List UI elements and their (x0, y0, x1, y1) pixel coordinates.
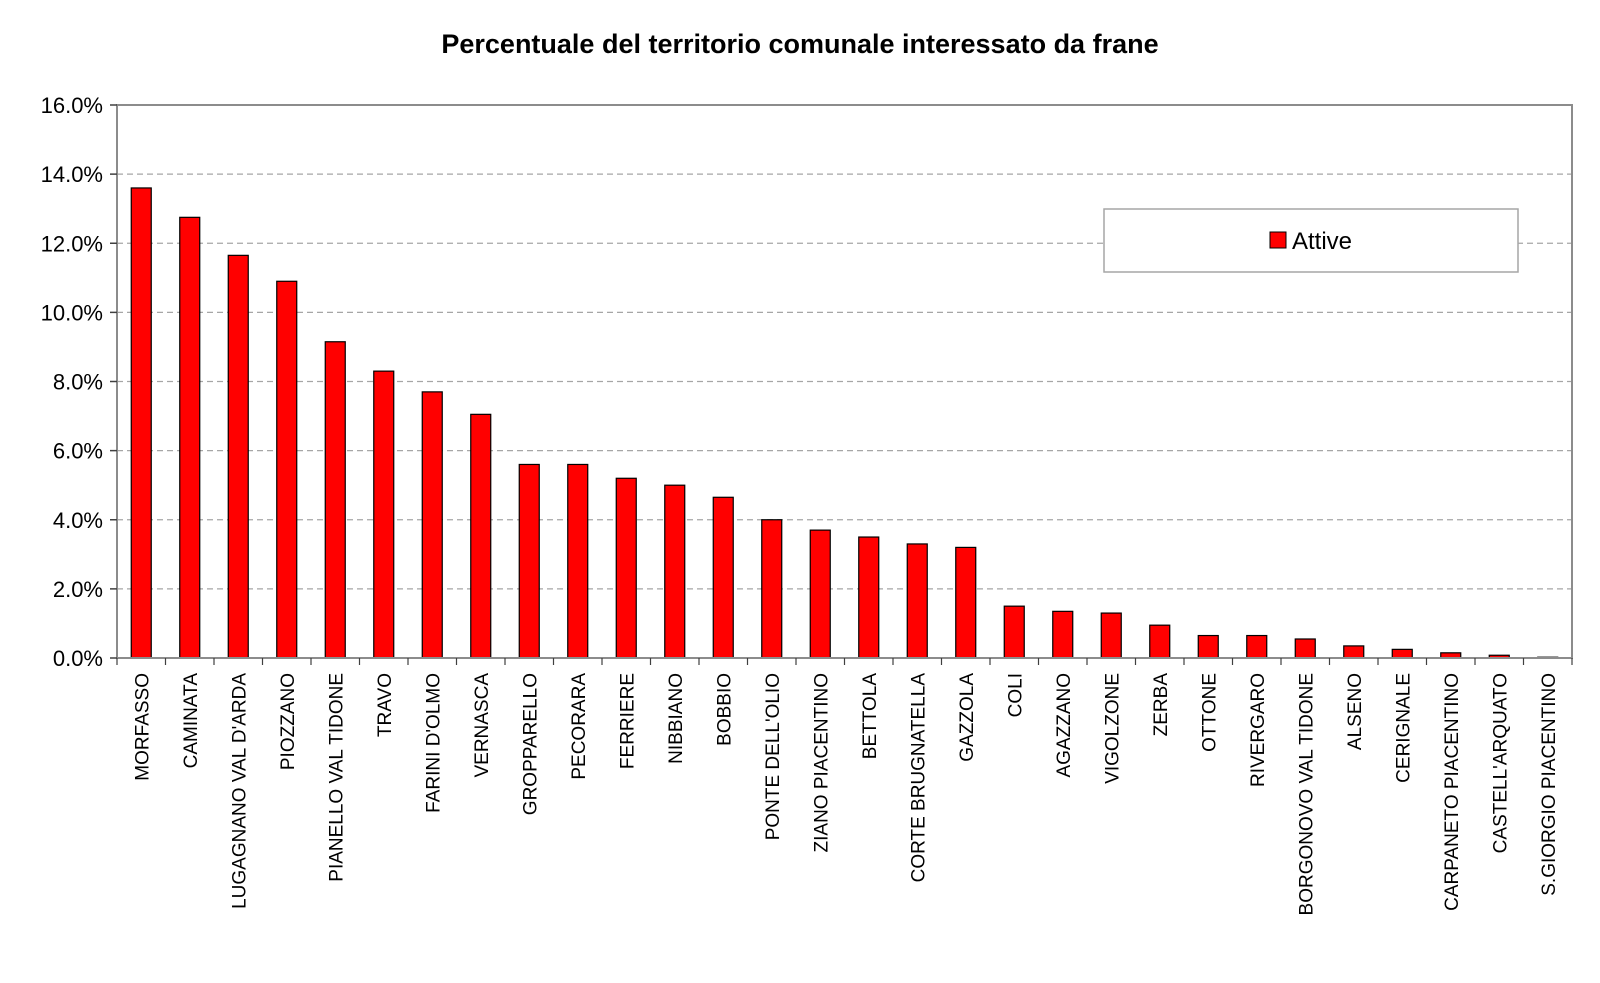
y-tick-label: 6.0% (53, 439, 103, 464)
legend-box (1103, 208, 1519, 273)
bar (1149, 624, 1171, 659)
x-tick-label: ZERBA (1151, 673, 1172, 737)
bar (227, 254, 249, 659)
bar (1197, 634, 1219, 659)
chart-title: Percentuale del territorio comunale inte… (441, 29, 1158, 59)
bar (615, 477, 637, 659)
x-tick-label: COLI (1005, 673, 1026, 717)
bar (373, 370, 395, 659)
x-tick-label: GROPPARELLO (520, 673, 541, 815)
bar (324, 341, 346, 659)
bar (858, 536, 880, 659)
x-tick-label: AGAZZANO (1054, 673, 1075, 778)
legend-label-attive: Attive (1292, 228, 1352, 255)
x-tick-label: VERNASCA (472, 673, 493, 778)
x-tick-label: PIANELLO VAL TIDONE (326, 673, 347, 882)
bar (130, 187, 152, 659)
bar (712, 496, 734, 659)
x-tick-label: PECORARA (569, 673, 590, 780)
legend: Attive (1103, 208, 1519, 273)
x-tick-label: NIBBIANO (666, 673, 687, 764)
bar (955, 546, 977, 659)
x-tick-label: BORGONOVO VAL TIDONE (1296, 673, 1317, 915)
x-tick-label: CAMINATA (181, 673, 202, 769)
x-tick-label: FARINI D'OLMO (423, 673, 444, 813)
x-tick-label: LUGAGNANO VAL D'ARDA (229, 673, 250, 909)
x-tick-label: BOBBIO (714, 673, 735, 746)
y-tick-label: 2.0% (53, 577, 103, 602)
bar (1343, 645, 1365, 659)
x-tick-label: ALSENO (1345, 673, 1366, 750)
bar (1391, 648, 1413, 659)
y-tick-label: 4.0% (53, 508, 103, 533)
legend-swatch (1269, 231, 1287, 249)
x-tick-label: OTTONE (1199, 673, 1220, 752)
x-tick-label: MORFASSO (132, 673, 153, 781)
x-tick-label: ZIANO PIACENTINO (811, 673, 832, 852)
bar (809, 529, 831, 659)
bar (518, 463, 540, 659)
bar (664, 484, 686, 659)
y-tick-label: 10.0% (41, 300, 103, 325)
x-tick-label: BETTOLA (860, 673, 881, 760)
bar (761, 519, 783, 659)
y-tick-label: 12.0% (41, 231, 103, 256)
bar (567, 463, 589, 659)
x-tick-label: PIOZZANO (278, 673, 299, 770)
bar (470, 413, 492, 659)
bar (276, 280, 298, 659)
bar (1052, 610, 1074, 659)
axes: 0.0% 2.0% 4.0% 6.0% 8.0% 10.0% 12.0% 14.0% 16.0%… (41, 93, 1573, 915)
x-tick-label: CERIGNALE (1393, 673, 1414, 783)
y-tick-label: 16.0% (41, 93, 103, 118)
bar (906, 543, 928, 659)
x-tick-label: CASTELL'ARQUATO (1490, 673, 1511, 853)
bar (179, 216, 201, 659)
bar (421, 391, 443, 659)
x-tick-label: S.GIORGIO PIACENTINO (1539, 673, 1560, 896)
bar (1003, 605, 1025, 659)
bar (1246, 634, 1268, 659)
x-tick-label: TRAVO (375, 673, 396, 737)
y-tick-label: 14.0% (41, 162, 103, 187)
bar (1294, 638, 1316, 659)
x-tick-label: FERRIERE (617, 673, 638, 769)
x-tick-label: RIVERGARO (1248, 673, 1269, 787)
x-tick-label: CORTE BRUGNATELLA (908, 673, 929, 883)
bar (1100, 612, 1122, 659)
x-tick-label: PONTE DELL'OLIO (763, 673, 784, 840)
x-tick-label: CARPANETO PIACENTINO (1442, 673, 1463, 911)
x-tick-label: GAZZOLA (957, 673, 978, 762)
bars (130, 187, 1559, 659)
y-tick-label: 8.0% (53, 370, 103, 395)
y-tick-label: 0.0% (53, 646, 103, 671)
x-tick-label: VIGOLZONE (1102, 673, 1123, 784)
